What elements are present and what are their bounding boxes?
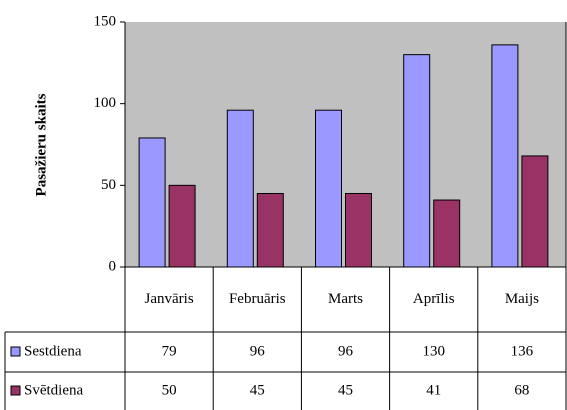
x-tick-label: Marts (328, 291, 363, 307)
table-value: 79 (162, 343, 177, 359)
bar (521, 155, 549, 268)
y-tick-label: 100 (94, 95, 117, 111)
y-tick-label: 150 (94, 13, 117, 29)
bar (226, 109, 254, 268)
table-value: 96 (338, 343, 354, 359)
bar (138, 137, 166, 268)
bar (315, 109, 342, 268)
bar (345, 193, 372, 268)
table-value: 41 (426, 382, 441, 398)
x-tick-label: Aprīlis (413, 291, 455, 307)
table-value: 130 (422, 343, 445, 359)
bar (256, 193, 284, 268)
table-value: 50 (162, 382, 177, 398)
y-axis-label: Pasažieru skaits (33, 93, 49, 196)
table-value: 136 (511, 343, 534, 359)
legend-label: Svētdiena (24, 382, 83, 398)
y-tick-label: 0 (109, 258, 117, 274)
x-tick-label: Februāris (229, 291, 286, 307)
bar (491, 44, 519, 268)
y-tick-label: 50 (101, 177, 116, 193)
bar (168, 184, 196, 268)
bar (403, 54, 431, 268)
x-tick-label: Maijs (505, 291, 539, 307)
table-value: 96 (250, 343, 266, 359)
table-value: 45 (250, 382, 265, 398)
table-value: 68 (514, 382, 529, 398)
legend-swatch (10, 346, 21, 357)
legend-label: Sestdiena (24, 343, 82, 359)
x-tick-label: Janvāris (145, 291, 194, 307)
table-value: 45 (338, 382, 353, 398)
legend-swatch (10, 385, 21, 396)
bar (433, 199, 461, 268)
